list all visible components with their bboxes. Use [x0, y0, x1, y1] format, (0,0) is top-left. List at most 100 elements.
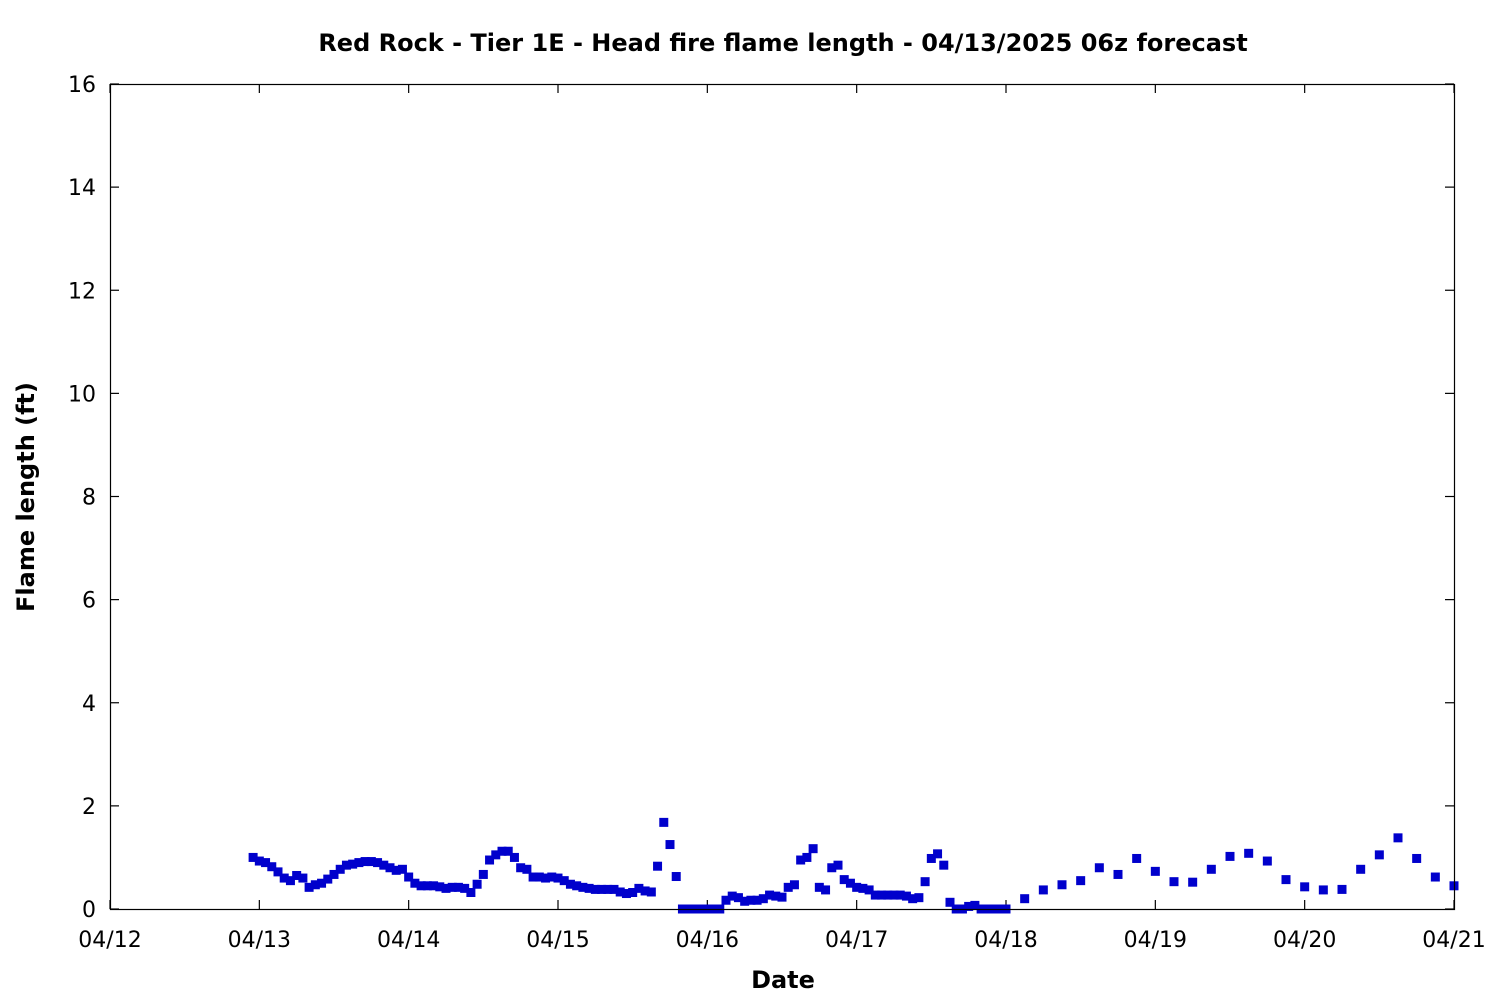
data-point: [298, 873, 308, 883]
data-point: [727, 891, 737, 901]
data-point: [341, 860, 351, 870]
data-point: [385, 863, 395, 873]
data-point: [310, 880, 320, 890]
data-point: [1076, 876, 1086, 886]
data-point: [821, 885, 831, 895]
data-point: [373, 858, 383, 868]
data-point: [752, 895, 762, 905]
data-point: [1374, 850, 1384, 860]
data-point: [1356, 864, 1366, 874]
data-point: [248, 852, 258, 862]
x-tick-label: 04/16: [676, 928, 739, 953]
data-point: [541, 873, 551, 883]
data-point: [441, 883, 451, 893]
data-point: [783, 882, 793, 892]
x-tick-label: 04/21: [1422, 928, 1485, 953]
data-point: [460, 883, 470, 893]
data-point: [1337, 884, 1347, 894]
y-tick-label: 16: [68, 73, 96, 98]
data-point: [509, 852, 519, 862]
data-point: [758, 894, 768, 904]
data-point: [964, 901, 974, 911]
data-point: [379, 860, 389, 870]
data-point: [285, 876, 295, 886]
data-point: [261, 858, 271, 868]
data-point: [1430, 872, 1440, 882]
data-point: [559, 876, 569, 886]
data-point: [522, 864, 532, 874]
data-point: [565, 879, 575, 889]
data-point: [329, 869, 339, 879]
data-point: [802, 852, 812, 862]
data-point: [926, 853, 936, 863]
data-point: [1020, 894, 1030, 904]
data-point: [740, 896, 750, 906]
data-point: [572, 881, 582, 891]
data-point: [497, 846, 507, 856]
data-point: [1281, 875, 1291, 885]
x-tick-label: 04/19: [1124, 928, 1187, 953]
chart-title: Red Rock - Tier 1E - Head fire flame len…: [318, 29, 1247, 57]
data-point: [597, 884, 607, 894]
data-point: [491, 850, 501, 860]
data-point: [1412, 853, 1422, 863]
data-point: [771, 891, 781, 901]
x-tick-label: 04/12: [78, 928, 141, 953]
data-point: [653, 861, 663, 871]
y-tick-label: 8: [82, 486, 96, 511]
data-point: [603, 884, 613, 894]
data-point: [1132, 853, 1142, 863]
y-tick-label: 6: [82, 589, 96, 614]
y-tick-label: 14: [68, 176, 96, 201]
data-point: [615, 887, 625, 897]
data-point: [808, 844, 818, 854]
data-point: [870, 890, 880, 900]
axis-ticks: 0 2 4 6 8 10 12 14 16 04/12 04/13 04/14 04/15 04/16 04…: [68, 73, 1486, 953]
data-point: [789, 880, 799, 890]
data-point: [1094, 863, 1104, 873]
data-point: [671, 872, 681, 882]
data-point: [578, 882, 588, 892]
data-point: [1113, 869, 1123, 879]
data-point: [646, 887, 656, 897]
data-point: [323, 874, 333, 884]
plot-frame: [109, 83, 1456, 911]
data-point: [889, 890, 899, 900]
data-point: [621, 889, 631, 899]
data-point: [410, 878, 420, 888]
y-tick-label: 0: [82, 898, 96, 923]
data-point: [485, 855, 495, 865]
data-point: [279, 873, 289, 883]
data-point: [273, 867, 283, 877]
data-point: [659, 817, 669, 827]
data-point: [472, 879, 482, 889]
data-point: [665, 840, 675, 850]
data-points: [248, 817, 1459, 914]
data-point: [466, 888, 476, 897]
data-point: [404, 872, 414, 882]
y-axis-label: Flame length (ft): [12, 382, 40, 612]
x-tick-label: 04/17: [825, 928, 888, 953]
data-point: [335, 864, 345, 874]
data-point: [1318, 885, 1328, 895]
data-point: [933, 849, 943, 859]
data-point: [883, 890, 893, 900]
data-point: [254, 856, 264, 866]
data-point: [920, 877, 930, 887]
data-point: [733, 893, 743, 903]
data-point: [590, 884, 600, 894]
data-point: [1393, 833, 1403, 843]
x-tick-label: 04/14: [377, 928, 440, 953]
data-point: [391, 865, 401, 875]
data-point: [877, 890, 887, 900]
data-point: [901, 891, 911, 901]
data-point: [516, 863, 526, 873]
data-point: [1244, 848, 1254, 858]
data-point: [845, 878, 855, 888]
y-tick-label: 2: [82, 795, 96, 820]
y-tick-label: 4: [82, 692, 96, 717]
data-point: [534, 872, 544, 882]
y-tick-label: 12: [68, 279, 96, 304]
